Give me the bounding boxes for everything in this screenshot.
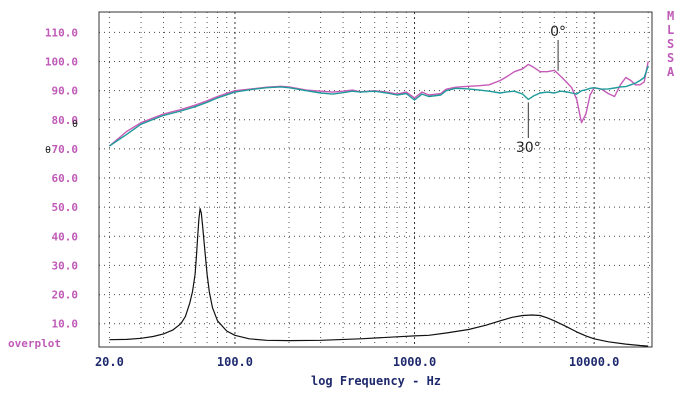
right-edge-letter: M <box>667 9 674 23</box>
series-line-30deg <box>109 65 649 147</box>
x-tick-label: 20.0 <box>95 355 124 369</box>
series-line-impedance <box>109 208 649 347</box>
stray-mark-1: θ <box>72 119 78 130</box>
annotations: 0° 30° <box>516 24 566 156</box>
y-tick-labels: 10.0 20.0 30.0 40.0 50.0 60.0 70.0 80.0 90.0 100.… <box>45 26 78 330</box>
y-tick-label: 90.0 <box>52 85 79 98</box>
y-tick-label: 40.0 <box>52 230 79 243</box>
right-edge-letter: A <box>667 65 675 79</box>
right-edge-letter: L <box>667 23 674 37</box>
y-tick-label: 50.0 <box>52 201 79 214</box>
overplot-label: overplot <box>8 337 61 350</box>
x-tick-labels: 20.0 100.0 1000.0 10000.0 <box>95 355 619 369</box>
x-axis-label: log Frequency - Hz <box>311 374 441 388</box>
annotation-label: 30° <box>516 140 541 156</box>
y-tick-label: 70.0 <box>52 143 79 156</box>
x-tick-label: 10000.0 <box>569 355 620 369</box>
y-tick-label: 80.0 <box>52 114 79 127</box>
annotation-label: 0° <box>550 24 566 40</box>
right-edge-letter: S <box>667 37 674 51</box>
y-tick-label: 60.0 <box>52 172 79 185</box>
stray-mark-2: θ <box>45 145 51 156</box>
series-group <box>108 61 649 347</box>
y-tick-label: 10.0 <box>52 318 79 331</box>
y-tick-label: 110.0 <box>45 26 78 39</box>
y-tick-label: 20.0 <box>52 289 79 302</box>
x-tick-label: 1000.0 <box>393 355 436 369</box>
right-edge-letter: S <box>667 51 674 65</box>
plot-frame <box>98 11 653 348</box>
y-tick-label: 30.0 <box>52 259 79 272</box>
y-tick-label: 100.0 <box>45 56 78 69</box>
x-tick-label: 100.0 <box>217 355 253 369</box>
